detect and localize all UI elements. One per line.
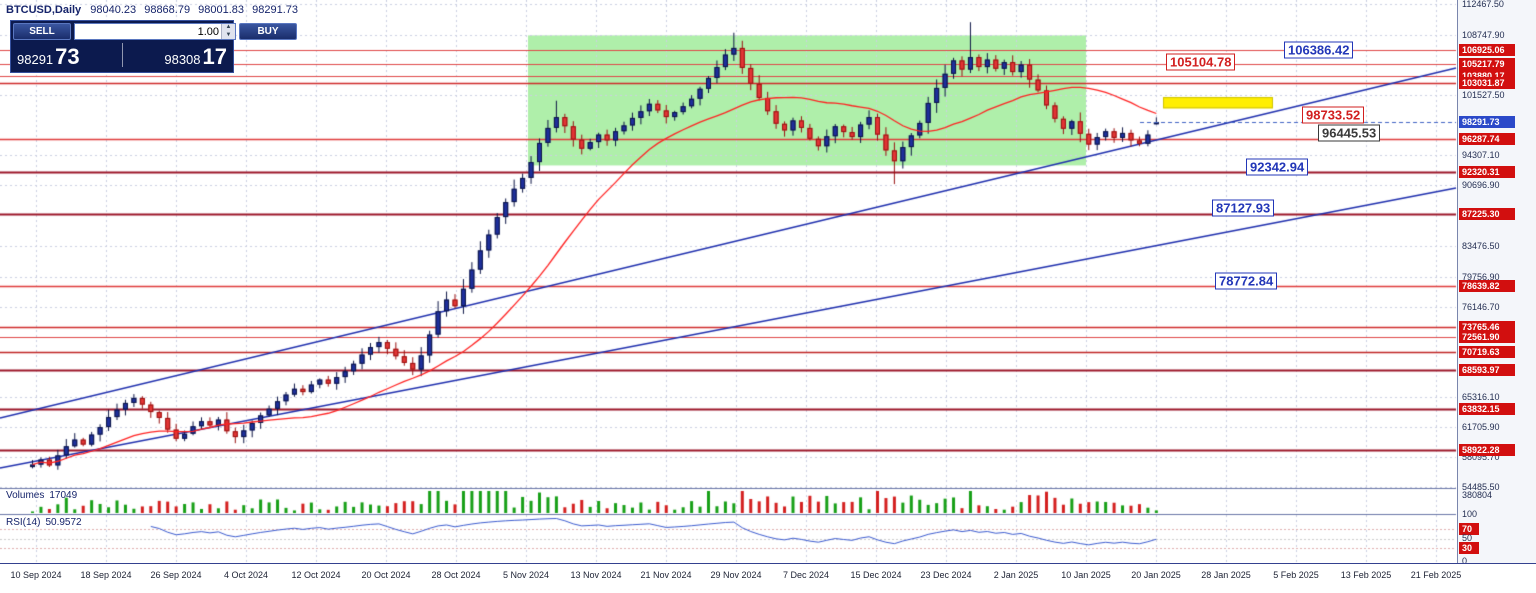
rsi-current-value: 50.9572 — [45, 517, 82, 528]
lot-spinner: ▲ ▼ — [221, 24, 235, 39]
time-axis-label: 13 Nov 2024 — [570, 570, 622, 580]
price-level-tag: 105217.79 — [1459, 58, 1515, 71]
rsi-axis-label: 30 — [1459, 541, 1479, 554]
price-level-tag: 72561.90 — [1459, 330, 1515, 343]
time-axis-label: 28 Jan 2025 — [1201, 570, 1251, 580]
time-axis-label: 13 Feb 2025 — [1340, 570, 1392, 580]
price-level-tag: 73765.46 — [1459, 320, 1515, 333]
price-annotation[interactable]: 105104.78 — [1166, 53, 1236, 71]
ohlc-close: 98291.73 — [252, 4, 298, 16]
price-axis-label: 90696.90 — [1462, 180, 1500, 191]
time-axis-label: 18 Sep 2024 — [80, 570, 132, 580]
time-axis-label: 2 Jan 2025 — [993, 570, 1039, 580]
time-axis-label: 5 Feb 2025 — [1273, 570, 1319, 580]
chart-title: BTCUSD,Daily 98040.23 98868.79 98001.83 … — [6, 4, 303, 16]
price-axis-label: 61705.90 — [1462, 422, 1500, 433]
time-axis-label: 28 Oct 2024 — [431, 570, 481, 580]
time-axis-label: 29 Nov 2024 — [710, 570, 762, 580]
time-axis-label: 7 Dec 2024 — [782, 570, 830, 580]
time-axis-label: 20 Oct 2024 — [361, 570, 411, 580]
time-axis-label: 15 Dec 2024 — [850, 570, 902, 580]
ask-big-digits: 17 — [202, 44, 227, 69]
ohlc-low: 98001.83 — [198, 4, 245, 16]
price-level-tag: 78639.82 — [1459, 279, 1515, 292]
ask-main-digits: 98308 — [164, 52, 201, 67]
time-axis-label: 12 Oct 2024 — [291, 570, 341, 580]
price-axis-label: 76146.70 — [1462, 301, 1500, 312]
volume-axis-label: 380804 — [1462, 490, 1493, 500]
price-axis: 112467.50 108747.90 101527.50 94307.10 90696… — [1457, 0, 1536, 566]
price-axis-label: 79756.90 — [1462, 271, 1500, 282]
rsi-axis-label: 70 — [1459, 523, 1479, 536]
price-annotation[interactable]: 87127.93 — [1212, 199, 1275, 217]
sell-button[interactable]: SELL — [13, 23, 71, 40]
price-level-tag: 63832.15 — [1459, 403, 1515, 416]
price-level-tag: 96287.74 — [1459, 132, 1515, 145]
price-axis-label: 83476.50 — [1462, 240, 1500, 251]
ohlc-open: 98040.23 — [90, 4, 137, 16]
price-level-tag: 106925.06 — [1459, 44, 1515, 57]
price-axis-label: 112467.50 — [1462, 0, 1504, 10]
rsi-indicator-name: RSI(14) — [6, 517, 41, 528]
price-level-tag: 92320.31 — [1459, 165, 1515, 178]
price-axis-label: 65316.10 — [1462, 391, 1500, 402]
volume-current-value: 17049 — [49, 490, 78, 501]
symbol-timeframe-label: BTCUSD,Daily — [6, 4, 82, 16]
price-axis-label: 58095.70 — [1462, 452, 1500, 463]
bid-ask-divider — [122, 43, 123, 67]
time-axis-label: 10 Jan 2025 — [1061, 570, 1111, 580]
bid-price: 98291 73 — [13, 40, 122, 70]
volume-indicator-name: Volumes — [6, 490, 45, 501]
ohlc-high: 98868.79 — [144, 4, 191, 16]
time-axis-label: 23 Dec 2024 — [920, 570, 972, 580]
time-axis-label: 4 Oct 2024 — [223, 570, 269, 580]
price-annotation[interactable]: 96445.53 — [1318, 124, 1381, 142]
rsi-pane-label: RSI(14) 50.9572 — [6, 517, 82, 528]
bid-main-digits: 98291 — [17, 52, 54, 67]
bid-ask-display: 98291 73 98308 17 — [13, 40, 231, 70]
price-level-tag: 87225.30 — [1459, 208, 1515, 221]
lot-decrease-button[interactable]: ▼ — [222, 31, 235, 39]
rsi-axis-label: 50 — [1462, 532, 1473, 543]
time-axis: 10 Sep 2024 18 Sep 2024 26 Sep 2024 4 Oct 2… — [0, 563, 1536, 593]
price-level-tag: 103031.87 — [1459, 76, 1515, 89]
rsi-axis-label: 0 — [1462, 556, 1468, 566]
price-annotation[interactable]: 78772.84 — [1215, 272, 1278, 290]
volume-pane-label: Volumes 17049 — [6, 490, 77, 501]
time-axis-label: 21 Feb 2025 — [1410, 570, 1462, 580]
price-axis-label: 101527.50 — [1462, 90, 1505, 101]
lot-size-input[interactable] — [75, 24, 221, 39]
time-axis-label: 10 Sep 2024 — [10, 570, 62, 580]
price-annotation[interactable]: 92342.94 — [1246, 158, 1309, 176]
price-level-tag: 58922.28 — [1459, 444, 1515, 457]
time-axis-label: 5 Nov 2024 — [502, 570, 550, 580]
time-axis-label: 21 Nov 2024 — [640, 570, 692, 580]
current-price-tag: 98291.73 — [1459, 116, 1515, 129]
price-axis-label: 108747.90 — [1462, 30, 1505, 41]
rsi-axis-label: 100 — [1462, 509, 1478, 519]
one-click-trade-panel: SELL ▲ ▼ BUY 98291 73 98308 17 — [10, 20, 297, 73]
buy-button[interactable]: BUY — [239, 23, 297, 40]
price-axis-label: 94307.10 — [1462, 150, 1500, 161]
price-level-tag: 68593.97 — [1459, 363, 1515, 376]
lot-increase-button[interactable]: ▲ — [222, 24, 235, 32]
ask-price: 98308 17 — [122, 40, 231, 70]
lot-size-field: ▲ ▼ — [74, 23, 236, 40]
price-annotation[interactable]: 98733.52 — [1302, 106, 1365, 124]
time-axis-label: 26 Sep 2024 — [150, 570, 202, 580]
price-level-tag: 70719.63 — [1459, 345, 1515, 358]
time-axis-label: 20 Jan 2025 — [1131, 570, 1181, 580]
price-axis-label: 54485.50 — [1462, 482, 1500, 493]
bid-big-digits: 73 — [55, 44, 80, 69]
price-annotation[interactable]: 106386.42 — [1284, 41, 1354, 59]
